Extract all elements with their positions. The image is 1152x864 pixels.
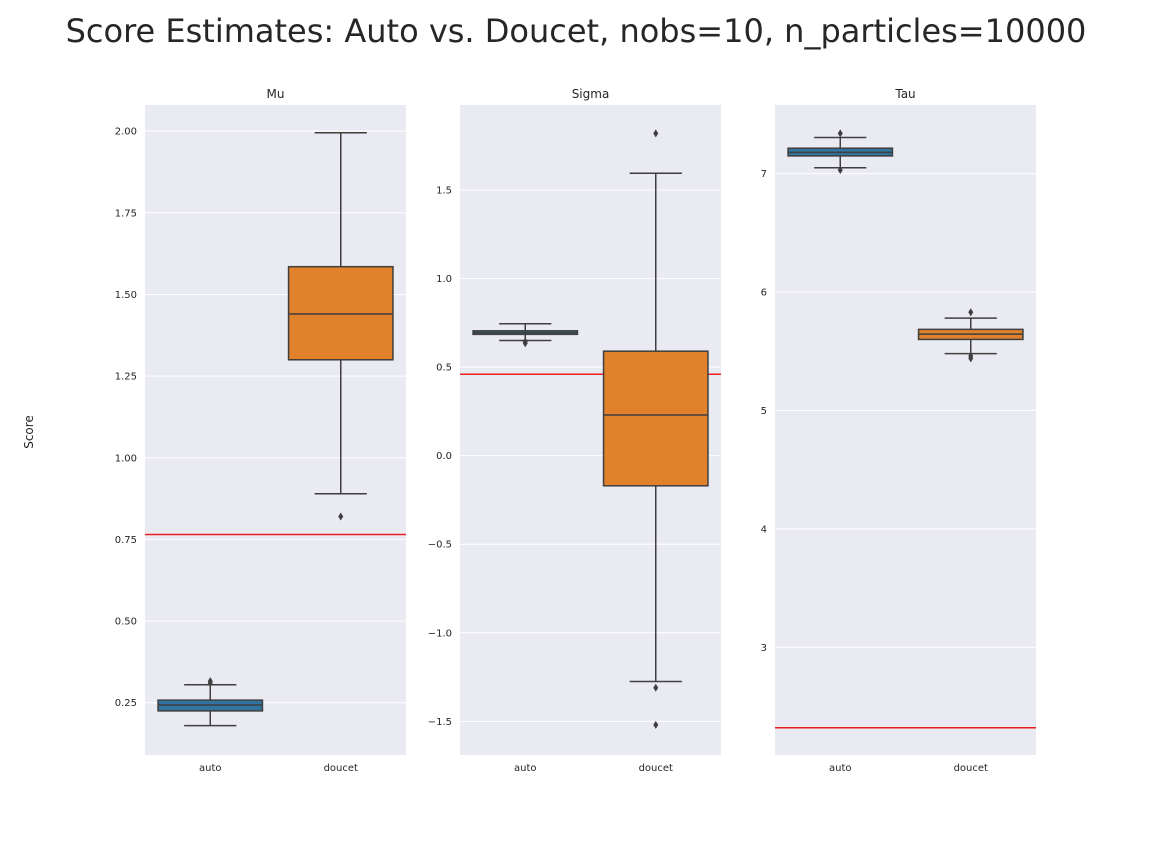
y-tick-label: 1.00 xyxy=(115,453,137,464)
outlier-point xyxy=(837,129,843,138)
panel-sigma: −1.5 −1.0 −0.5 0.0 0.5 1.0 1.5 auto doucet Sigma xyxy=(428,87,721,774)
y-tick-label: 2.00 xyxy=(115,127,137,138)
iqr-box xyxy=(602,350,709,487)
figure-title: Score Estimates: Auto vs. Doucet, nobs=1… xyxy=(66,12,1087,50)
box-auto xyxy=(157,677,264,727)
y-tick-label: −1.5 xyxy=(428,717,452,728)
panel-title: Tau xyxy=(894,87,915,101)
y-tick-label: 1.5 xyxy=(436,186,452,197)
panel-title: Sigma xyxy=(572,87,610,101)
box-auto xyxy=(472,322,579,348)
y-tick-label: −1.0 xyxy=(428,628,452,639)
y-tick-label: 1.0 xyxy=(436,274,452,285)
iqr-box xyxy=(287,265,394,361)
y-tick-label: 1.75 xyxy=(115,208,137,219)
y-tick-label: 0.75 xyxy=(115,535,137,546)
outlier-point xyxy=(653,129,659,138)
outlier-point xyxy=(653,720,659,729)
y-tick-label: 6 xyxy=(761,288,767,299)
panel-mu: 0.25 0.50 0.75 1.00 1.25 1.50 1.75 2.00 auto douc… xyxy=(115,87,406,774)
y-tick-label: −0.5 xyxy=(428,540,452,551)
box-doucet xyxy=(602,129,709,729)
x-tick-label: doucet xyxy=(954,763,988,774)
box-doucet xyxy=(287,132,394,521)
panels: 0.25 0.50 0.75 1.00 1.25 1.50 1.75 2.00 auto douc… xyxy=(115,87,1036,774)
plot-area xyxy=(775,105,1036,755)
outlier-point xyxy=(653,683,659,692)
x-tick-label: doucet xyxy=(324,763,358,774)
x-tick-label: doucet xyxy=(639,763,673,774)
y-axis-label: Score xyxy=(22,415,36,449)
y-tick-label: 0.0 xyxy=(436,451,452,462)
y-tick-label: 0.5 xyxy=(436,363,452,374)
y-tick-label: 3 xyxy=(761,643,767,654)
box-doucet xyxy=(917,308,1024,363)
y-tick-label: 7 xyxy=(761,169,767,180)
x-tick-label: auto xyxy=(199,763,222,774)
x-tick-label: auto xyxy=(514,763,537,774)
y-tick-label: 1.50 xyxy=(115,290,137,301)
outlier-point xyxy=(207,677,213,686)
y-tick-label: 0.50 xyxy=(115,617,137,628)
outlier-point xyxy=(968,308,974,317)
y-tick-label: 1.25 xyxy=(115,372,137,383)
y-tick-label: 5 xyxy=(761,406,767,417)
y-tick-label: 4 xyxy=(761,524,767,535)
y-tick-label: 0.25 xyxy=(115,698,137,709)
outlier-point xyxy=(522,337,528,346)
plot-area xyxy=(145,105,406,755)
outlier-point xyxy=(968,352,974,361)
panel-title: Mu xyxy=(267,87,285,101)
x-tick-label: auto xyxy=(829,763,852,774)
outlier-point xyxy=(338,512,344,521)
panel-tau: 3 4 5 6 7 auto doucet Tau xyxy=(761,87,1036,774)
box-auto xyxy=(787,129,894,175)
outlier-point xyxy=(837,166,843,175)
